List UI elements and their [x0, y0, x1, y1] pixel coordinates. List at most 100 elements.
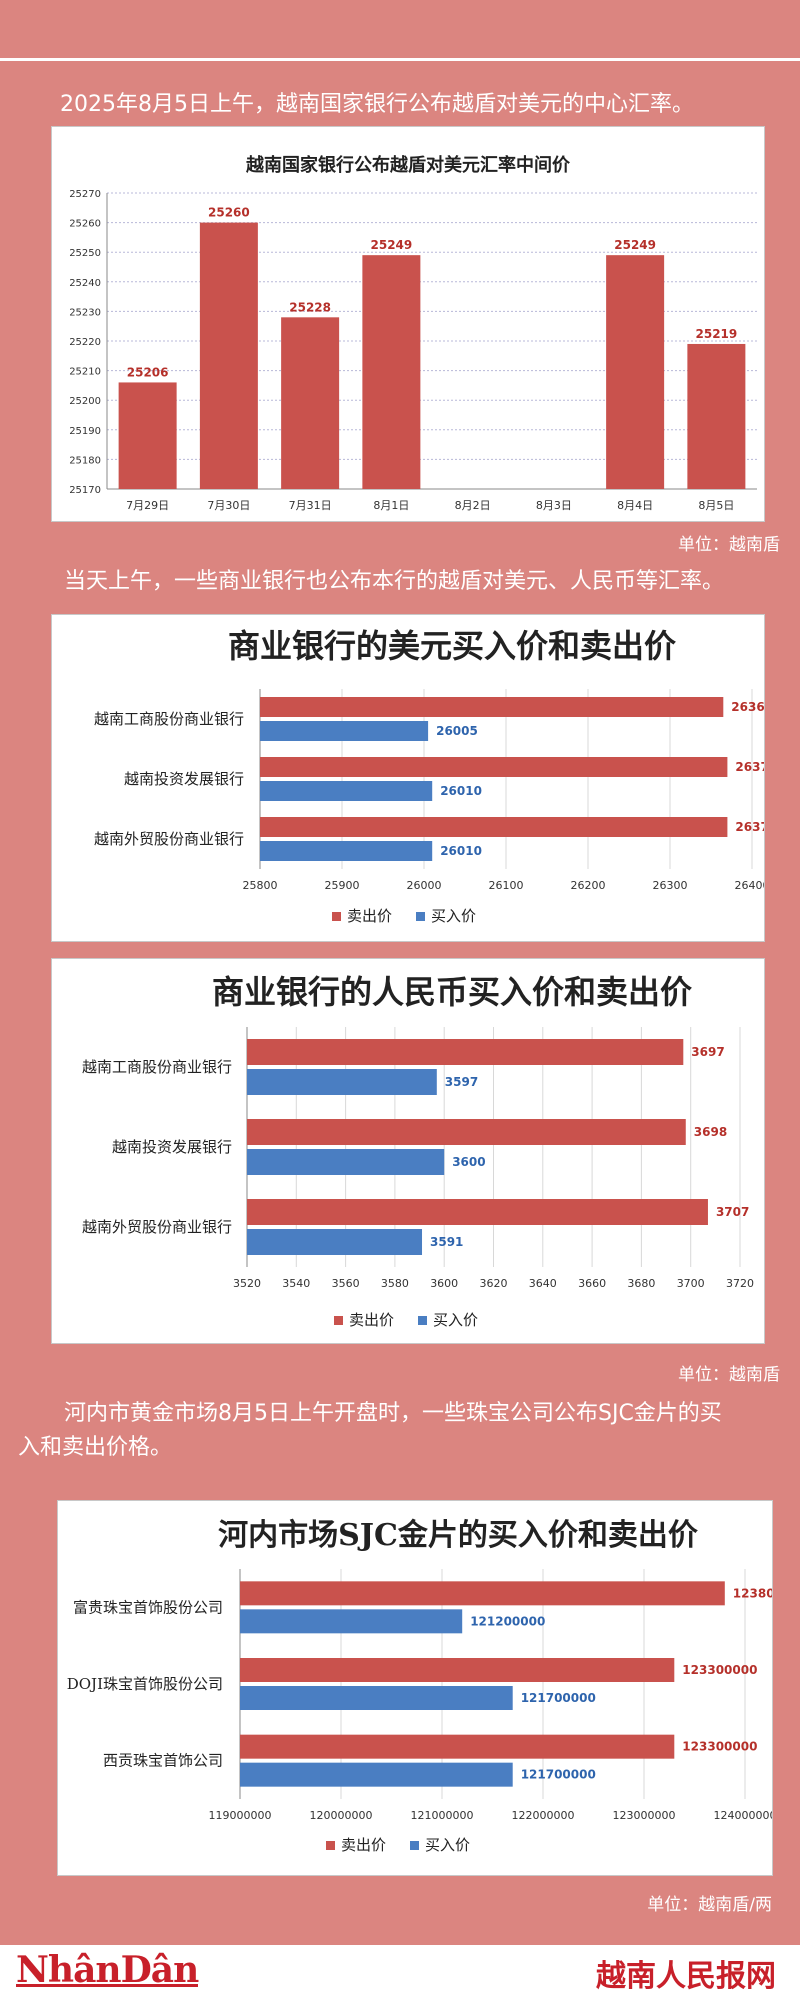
bar [260, 781, 433, 801]
bar [247, 1149, 445, 1175]
x-tick-label: 26400 [735, 879, 765, 892]
x-tick-label: 8月1日 [373, 499, 409, 512]
bar [687, 343, 746, 489]
category-label: 西贡珠宝首饰公司 [103, 1752, 223, 1770]
x-tick-label: 25800 [243, 879, 278, 892]
x-tick-label: 7月30日 [207, 499, 250, 512]
x-tick-label: 8月3日 [536, 499, 572, 512]
data-label: 25219 [696, 327, 738, 341]
x-tick-label: 8月4日 [617, 499, 653, 512]
bar [260, 757, 728, 777]
footer-bar: NhânDân 越南人民报网 [0, 1945, 800, 2000]
bar [247, 1039, 684, 1065]
x-tick-label: 8月5日 [698, 499, 734, 512]
bar [240, 1609, 463, 1634]
legend-label: 卖出价 [349, 1311, 394, 1329]
x-tick-label: 3620 [480, 1277, 508, 1290]
x-tick-label: 123000000 [613, 1809, 676, 1822]
x-tick-label: 8月2日 [455, 499, 491, 512]
category-label: 越南外贸股份商业银行 [94, 830, 244, 848]
unit-label-2: 单位：越南盾 [678, 1365, 780, 1385]
y-tick-label: 25240 [69, 278, 101, 289]
data-label: 26365 [731, 700, 764, 714]
intro-line-3b: 入和卖出价格。 [18, 1435, 173, 1460]
chart-cny-rates: 商业银行的人民币买入价和卖出价 3520 3540 3560 3580 3600 3620 3… [82, 973, 754, 1329]
data-label: 25249 [614, 238, 656, 252]
category-label: 越南投资发展银行 [124, 770, 244, 788]
data-label: 26005 [436, 724, 478, 738]
bar [281, 317, 340, 489]
data-label: 121200000 [470, 1614, 545, 1628]
data-label: 25249 [371, 238, 413, 252]
y-tick-label: 25180 [69, 455, 101, 466]
bar [240, 1762, 513, 1787]
legend-label: 卖出价 [347, 907, 392, 925]
x-tick-label: 3580 [381, 1277, 409, 1290]
y-tick-label: 25230 [69, 307, 101, 318]
bar [260, 697, 724, 717]
data-label: 25206 [127, 365, 169, 379]
legend-swatch [334, 1316, 343, 1325]
data-label: 26370 [735, 760, 764, 774]
category-label: 越南外贸股份商业银行 [82, 1218, 232, 1236]
legend-swatch [416, 912, 425, 921]
x-tick-label: 3600 [430, 1277, 458, 1290]
x-tick-label: 119000000 [209, 1809, 272, 1822]
category-label: DOJI珠宝首饰股份公司 [67, 1675, 223, 1693]
data-label: 3600 [452, 1155, 485, 1169]
y-tick-label: 25190 [69, 426, 101, 437]
data-label: 25260 [208, 206, 250, 220]
data-label: 3591 [430, 1235, 463, 1249]
intro-line-1: 2025年8月5日上午，越南国家银行公布越盾对美元的中心汇率。 [60, 92, 694, 117]
x-tick-label: 26000 [407, 879, 442, 892]
x-tick-label: 3520 [233, 1277, 261, 1290]
legend-label: 买入价 [431, 907, 476, 925]
bar [606, 255, 665, 489]
bar [240, 1686, 513, 1710]
bar [362, 255, 421, 489]
chart-central-rate: 越南国家银行公布越盾对美元汇率中间价 25270 25260 25250 25240 25… [69, 154, 757, 512]
legend-label: 买入价 [433, 1311, 478, 1329]
legend-label: 卖出价 [341, 1836, 386, 1854]
bar [118, 382, 177, 489]
data-label: 25228 [289, 300, 331, 314]
x-tick-label: 3700 [677, 1277, 705, 1290]
y-tick-label: 25270 [69, 189, 101, 200]
chart-title: 越南国家银行公布越盾对美元汇率中间价 [245, 154, 571, 176]
category-label: 越南工商股份商业银行 [94, 710, 244, 728]
top-divider [0, 58, 800, 61]
y-tick-label: 25220 [69, 337, 101, 348]
bar [240, 1581, 725, 1606]
x-tick-label: 26300 [653, 879, 688, 892]
chart-card-gold: 河内市场SJC金片的买入价和卖出价 119000000 120000000 12100… [57, 1500, 773, 1876]
bar [247, 1229, 423, 1255]
data-label: 3698 [694, 1125, 727, 1139]
x-tick-label: 124000000 [714, 1809, 773, 1822]
chart-card-usd: 商业银行的美元买入价和卖出价 25800 25900 26000 26100 26200 2… [51, 614, 765, 942]
bar [240, 1658, 675, 1682]
legend-swatch [332, 912, 341, 921]
x-tick-label: 3640 [529, 1277, 557, 1290]
x-tick-label: 3680 [627, 1277, 655, 1290]
chart-card-central-rate: 越南国家银行公布越盾对美元汇率中间价 25270 25260 25250 25240 25… [51, 126, 765, 522]
data-label: 3707 [716, 1205, 749, 1219]
y-tick-label: 25200 [69, 396, 101, 407]
x-tick-label: 26100 [489, 879, 524, 892]
unit-label-1: 单位：越南盾 [678, 535, 780, 555]
legend-swatch [326, 1841, 335, 1850]
legend-swatch [418, 1316, 427, 1325]
chart-title: 商业银行的人民币买入价和卖出价 [212, 973, 692, 1011]
bar [247, 1119, 686, 1145]
site-logo[interactable]: 越南人民报网 [596, 1959, 776, 1994]
x-tick-label: 121000000 [411, 1809, 474, 1822]
data-label: 121700000 [521, 1691, 596, 1705]
data-label: 123800000 [733, 1586, 772, 1600]
data-label: 3597 [445, 1075, 478, 1089]
unit-label-3: 单位：越南盾/两 [647, 1895, 772, 1915]
nhandan-logo[interactable]: NhânDân [16, 1949, 199, 1991]
bar [260, 721, 429, 741]
x-tick-label: 26200 [571, 879, 606, 892]
x-tick-label: 3720 [726, 1277, 754, 1290]
bar [247, 1199, 708, 1225]
chart-title: 商业银行的美元买入价和卖出价 [228, 627, 676, 665]
